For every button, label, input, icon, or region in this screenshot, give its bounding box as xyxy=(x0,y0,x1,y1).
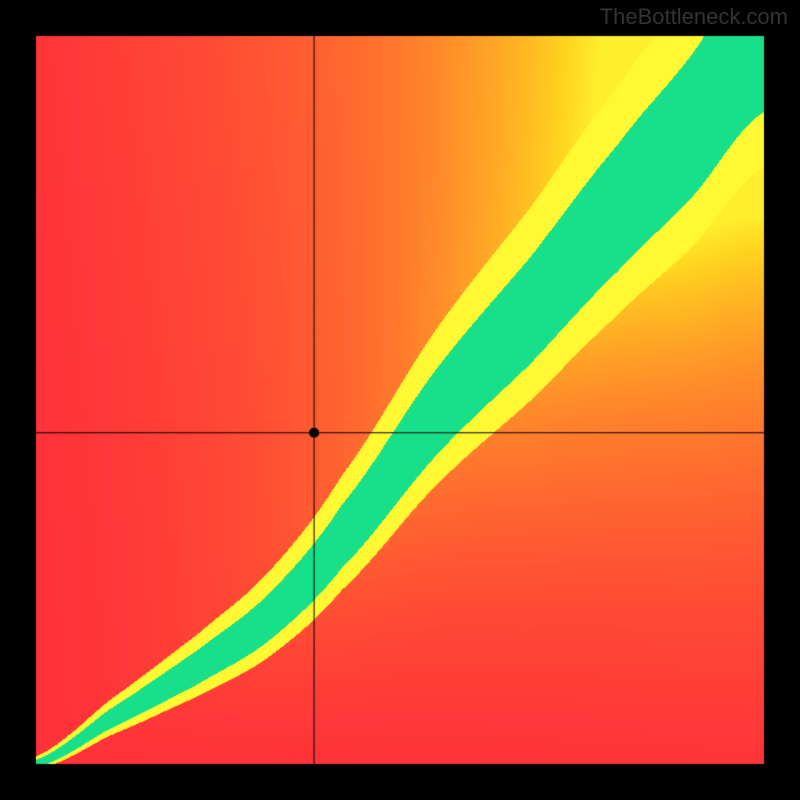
bottleneck-heatmap xyxy=(0,0,800,800)
watermark-label: TheBottleneck.com xyxy=(600,4,788,30)
chart-container: TheBottleneck.com xyxy=(0,0,800,800)
